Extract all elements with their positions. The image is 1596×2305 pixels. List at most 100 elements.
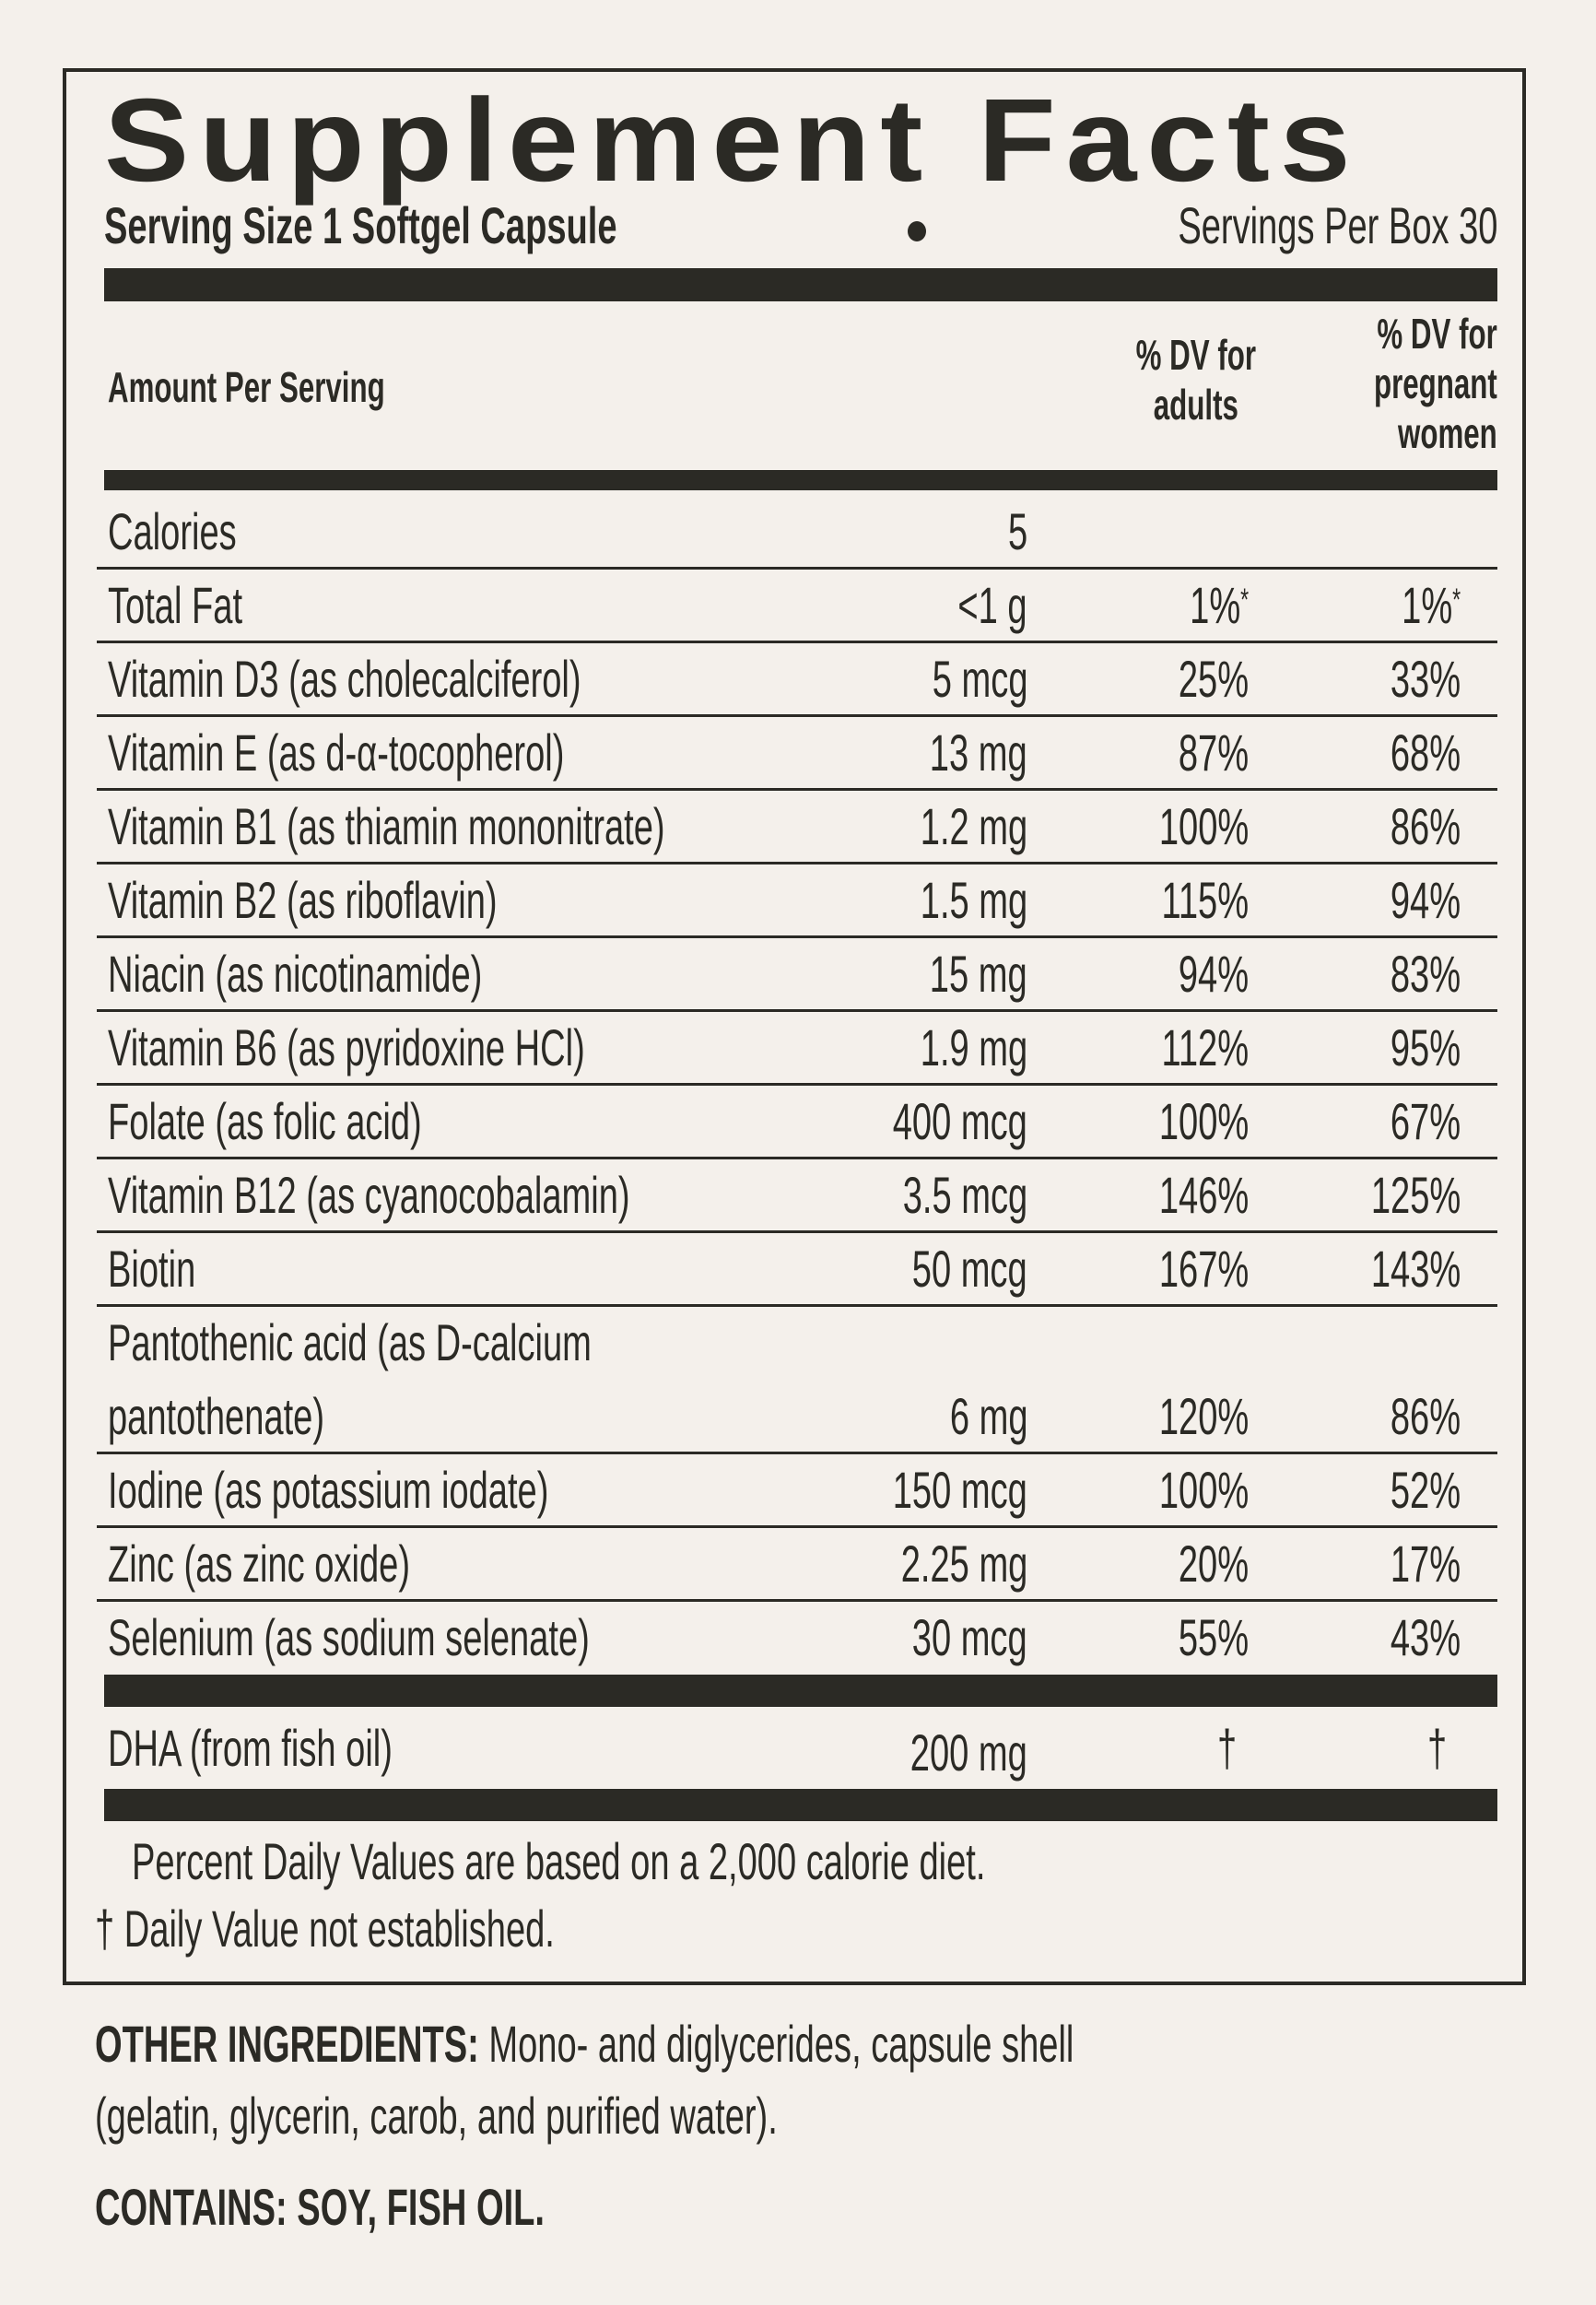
nutrient-row: Zinc (as zinc oxide) 2.25 mg 20% 17% xyxy=(0,1527,1596,1601)
calories-row: Calories 5 xyxy=(0,495,1596,569)
nutrient-name: Niacin (as nicotinamide) xyxy=(108,945,483,1003)
dv-adults: 100% xyxy=(1158,1461,1249,1519)
dv-pregnant: 86% xyxy=(1390,1387,1461,1445)
row-divider xyxy=(97,1009,1497,1012)
dv-pregnant: 1%* xyxy=(1401,576,1461,634)
nutrient-amount: 6 mg xyxy=(949,1387,1027,1445)
nutrient-amount: 150 mcg xyxy=(892,1461,1027,1519)
nutrient-row: Vitamin B1 (as thiamin mononitrate) 1.2 m… xyxy=(0,790,1596,864)
nutrient-amount: 13 mg xyxy=(930,723,1027,782)
supplement-facts-panel xyxy=(63,68,1526,1985)
nutrient-row: Selenium (as sodium selenate) 30 mcg 55% 43… xyxy=(0,1601,1596,1675)
dagger-footnote: † Daily Value not established. xyxy=(95,1899,555,1958)
row-divider xyxy=(97,935,1497,938)
dv-pregnant: 67% xyxy=(1390,1092,1461,1150)
nutrient-row: Pantothenic acid (as D-calcium pantothen… xyxy=(0,1306,1596,1453)
row-divider xyxy=(97,567,1497,570)
nutrient-row: Vitamin B2 (as riboflavin) 1.5 mg 115% 94% xyxy=(0,864,1596,937)
nutrient-amount: 3.5 mcg xyxy=(902,1166,1027,1224)
dv-pregnant: 17% xyxy=(1390,1535,1461,1593)
dv-adults: 100% xyxy=(1158,1092,1249,1150)
dv-adults: 100% xyxy=(1158,797,1249,855)
thick-divider xyxy=(104,1675,1497,1707)
dagger-symbol: † xyxy=(95,1899,115,1958)
dv-pregnant: 83% xyxy=(1390,945,1461,1003)
other-ingredients-line2: (gelatin, glycerin, carob, and purified … xyxy=(95,2087,778,2145)
dv-adults: 167% xyxy=(1158,1240,1249,1298)
dv-adults: 112% xyxy=(1161,1018,1249,1076)
nutrient-row: Niacin (as nicotinamide) 15 mg 94% 83% xyxy=(0,937,1596,1011)
other-ingredients-label: OTHER INGREDIENTS: xyxy=(95,2015,479,2073)
nutrient-name: Vitamin B6 (as pyridoxine HCl) xyxy=(108,1018,585,1076)
row-divider xyxy=(97,641,1497,643)
row-divider xyxy=(97,1452,1497,1454)
other-ingredients: OTHER INGREDIENTS: Mono- and diglyceride… xyxy=(95,2015,1074,2073)
dv-adults: 55% xyxy=(1178,1608,1249,1666)
nutrient-name: Biotin xyxy=(108,1240,196,1298)
amount-per-serving-header: Amount Per Serving xyxy=(108,363,385,411)
dha-row: DHA (from fish oil) 200 mg † † xyxy=(0,1707,1596,1789)
nutrient-row: Vitamin D3 (as cholecalciferol) 5 mcg 25% 3… xyxy=(0,642,1596,716)
dv-pregnant: 68% xyxy=(1390,723,1461,782)
nutrient-name: Vitamin E (as d-α-tocopherol) xyxy=(108,723,565,782)
dv-adults: 1%* xyxy=(1189,576,1249,634)
row-divider xyxy=(97,1230,1497,1233)
dv-pregnant-header: % DV for pregnant women xyxy=(1374,310,1497,457)
nutrient-amount: 2.25 mg xyxy=(900,1535,1027,1593)
nutrient-name: Vitamin B1 (as thiamin mononitrate) xyxy=(108,797,665,855)
nutrient-row: Total Fat <1 g 1%* 1%* xyxy=(0,569,1596,642)
nutrient-name: Pantothenic acid (as D-calcium pantothen… xyxy=(108,1313,592,1445)
row-divider xyxy=(97,788,1497,791)
serving-size: Serving Size 1 Softgel Capsule xyxy=(104,196,617,254)
dv-adults: 94% xyxy=(1178,945,1249,1003)
servings-per-box: Servings Per Box 30 xyxy=(1177,196,1497,254)
nutrient-name: Zinc (as zinc oxide) xyxy=(108,1535,411,1593)
nutrient-row: Vitamin B12 (as cyanocobalamin) 3.5 mcg 14… xyxy=(0,1158,1596,1232)
nutrient-row: Folate (as folic acid) 400 mcg 100% 67% xyxy=(0,1085,1596,1158)
nutrient-row: Vitamin B6 (as pyridoxine HCl) 1.9 mg 112%… xyxy=(0,1011,1596,1085)
row-divider xyxy=(97,1599,1497,1602)
dv-adults-header: % DV for adults xyxy=(1135,331,1257,429)
dv-adults: 146% xyxy=(1158,1166,1249,1224)
thick-divider xyxy=(104,470,1497,490)
dv-pregnant: 94% xyxy=(1390,871,1461,929)
nutrient-row: Iodine (as potassium iodate) 150 mcg 100% 5… xyxy=(0,1453,1596,1527)
dv-pregnant: † xyxy=(1426,1719,1447,1777)
nutrient-name: Vitamin B12 (as cyanocobalamin) xyxy=(108,1166,630,1224)
asterisk-mark: * xyxy=(1240,582,1249,617)
dv-adults: 115% xyxy=(1161,871,1249,929)
calories-label: Calories xyxy=(108,502,237,560)
nutrient-amount: 200 mg xyxy=(909,1723,1027,1782)
row-divider xyxy=(97,1525,1497,1528)
dv-adults: 20% xyxy=(1178,1535,1249,1593)
calories-value: 5 xyxy=(1007,502,1027,560)
nutrient-amount: 50 mcg xyxy=(912,1240,1027,1298)
nutrient-name: Selenium (as sodium selenate) xyxy=(108,1608,590,1666)
row-divider xyxy=(97,862,1497,864)
contains-allergens: CONTAINS: SOY, FISH OIL. xyxy=(95,2178,546,2236)
nutrient-name: Iodine (as potassium iodate) xyxy=(108,1461,549,1519)
dv-pregnant: 86% xyxy=(1390,797,1461,855)
nutrient-name: Total Fat xyxy=(108,576,243,634)
nutrient-name: Vitamin D3 (as cholecalciferol) xyxy=(108,650,581,708)
nutrient-name: DHA (from fish oil) xyxy=(108,1719,393,1777)
nutrient-amount: 1.5 mg xyxy=(920,871,1027,929)
nutrient-row: Biotin 50 mcg 167% 143% xyxy=(0,1232,1596,1306)
bullet-separator xyxy=(908,221,926,241)
dv-adults: 25% xyxy=(1178,650,1249,708)
dv-pregnant: 125% xyxy=(1370,1166,1461,1224)
nutrient-amount: 30 mcg xyxy=(912,1608,1027,1666)
dv-pregnant: 95% xyxy=(1390,1018,1461,1076)
thick-divider xyxy=(104,1789,1497,1821)
dv-adults: † xyxy=(1216,1719,1237,1777)
row-divider xyxy=(97,714,1497,717)
dv-adults: 120% xyxy=(1158,1387,1249,1445)
nutrient-amount: 15 mg xyxy=(930,945,1027,1003)
row-divider xyxy=(97,1083,1497,1086)
dv-pregnant: 33% xyxy=(1390,650,1461,708)
dv-adults: 87% xyxy=(1178,723,1249,782)
nutrient-amount: <1 g xyxy=(957,576,1027,634)
nutrient-name: Vitamin B2 (as riboflavin) xyxy=(108,871,498,929)
percent-dv-footnote: Percent Daily Values are based on a 2,00… xyxy=(132,1832,986,1890)
nutrient-amount: 5 mcg xyxy=(932,650,1027,708)
